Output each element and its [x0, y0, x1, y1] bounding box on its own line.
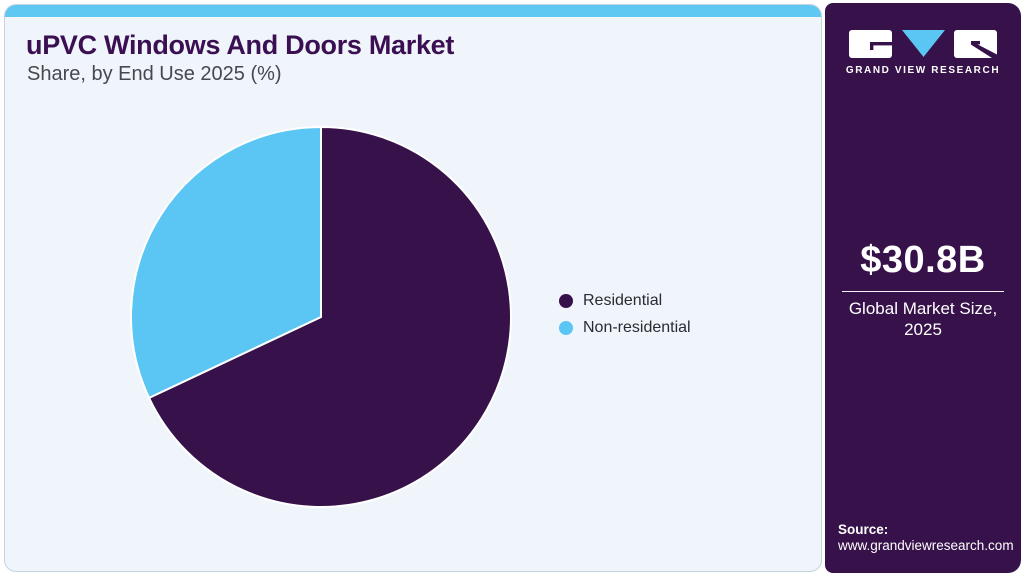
- divider: [842, 291, 1004, 292]
- gvr-logo: GRAND VIEW RESEARCH: [825, 30, 1021, 76]
- market-size-label-line2: 2025: [904, 320, 942, 340]
- market-size-label-line1: Global Market Size,: [848, 299, 998, 318]
- gvr-logo-r-icon: [954, 30, 997, 58]
- gvr-logo-g-icon: [849, 30, 892, 58]
- chart-title: uPVC Windows And Doors Market: [26, 30, 455, 60]
- legend-swatch-residential-icon: [559, 294, 573, 308]
- gvr-logo-icon: [849, 30, 997, 58]
- pie-chart: [126, 122, 516, 512]
- source-block: Source: www.grandviewresearch.com: [838, 522, 1014, 554]
- legend-label-non-residential: Non-residential: [583, 319, 691, 336]
- market-size-label: Global Market Size, 2025: [825, 298, 1021, 341]
- legend-item-residential: Residential: [559, 292, 691, 310]
- pie-chart-svg: [130, 126, 512, 508]
- chart-card: uPVC Windows And Doors Market Share, by …: [4, 4, 822, 572]
- top-accent-strip: [5, 5, 821, 17]
- market-size-block: $30.8B Global Market Size, 2025: [825, 239, 1021, 341]
- source-url-link[interactable]: www.grandviewresearch.com: [838, 538, 1014, 554]
- legend: Residential Non-residential: [559, 292, 691, 346]
- gvr-logo-v-icon: [902, 30, 945, 57]
- source-label: Source:: [838, 522, 889, 537]
- market-size-value: $30.8B: [860, 239, 986, 281]
- legend-label-residential: Residential: [583, 292, 663, 309]
- sidebar: GRAND VIEW RESEARCH $30.8B Global Market…: [825, 3, 1021, 573]
- pie-slice-non-residential: [130, 126, 322, 399]
- legend-swatch-non-residential-icon: [559, 321, 573, 335]
- legend-item-non-residential: Non-residential: [559, 319, 691, 337]
- chart-subtitle: Share, by End Use 2025 (%): [27, 63, 282, 85]
- pie-slice-residential: [148, 126, 512, 508]
- brand-name: GRAND VIEW RESEARCH: [845, 65, 1001, 76]
